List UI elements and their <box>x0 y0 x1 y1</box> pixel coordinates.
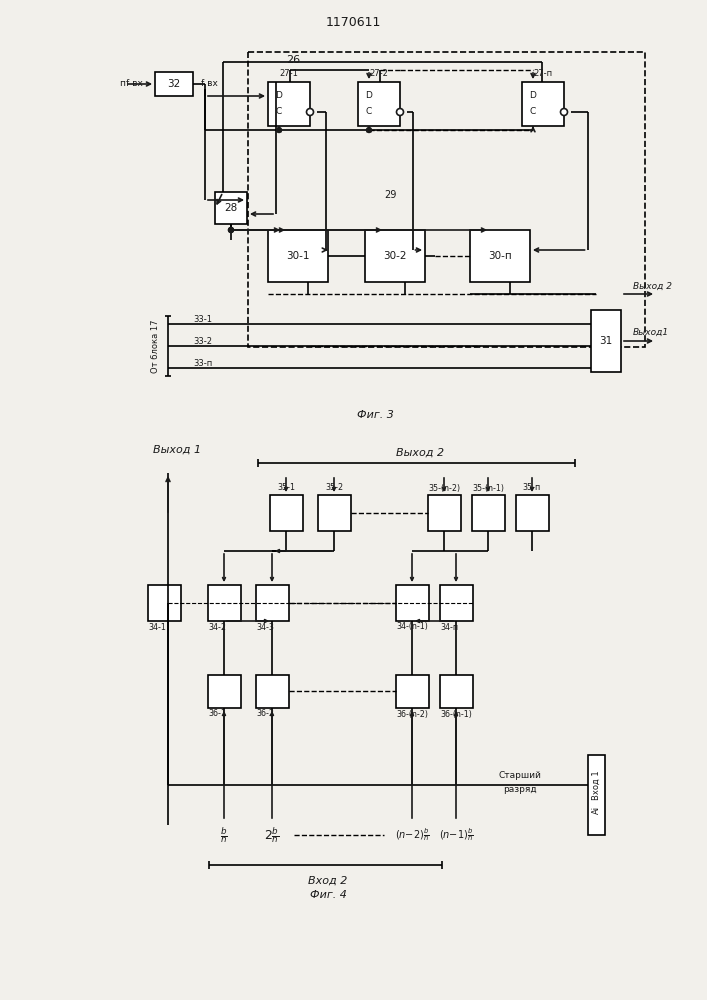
Text: 34-(n-1): 34-(n-1) <box>396 622 428 632</box>
Text: D: D <box>366 92 373 101</box>
Text: 35-1: 35-1 <box>277 484 295 492</box>
Text: C: C <box>276 107 282 116</box>
Bar <box>591 310 621 372</box>
Text: D: D <box>276 92 282 101</box>
Text: 35-2: 35-2 <box>325 484 343 492</box>
Circle shape <box>561 108 568 115</box>
Text: 26: 26 <box>286 55 300 65</box>
Bar <box>256 585 289 621</box>
Text: 34-3: 34-3 <box>256 622 274 632</box>
Text: 31: 31 <box>600 336 613 346</box>
Circle shape <box>397 108 404 115</box>
Bar <box>148 585 181 621</box>
Text: 33-1: 33-1 <box>193 314 212 324</box>
Bar <box>268 230 328 282</box>
Bar <box>472 495 505 531</box>
Text: 27-п: 27-п <box>534 70 553 79</box>
Text: Фиг. 3: Фиг. 3 <box>356 410 393 420</box>
Text: $(n{-}2)\frac{b}{n}$: $(n{-}2)\frac{b}{n}$ <box>395 827 429 843</box>
Text: 30-п: 30-п <box>488 251 512 261</box>
Text: D: D <box>530 92 537 101</box>
Text: 33-п: 33-п <box>193 359 212 367</box>
Text: 1170611: 1170611 <box>325 15 380 28</box>
Text: Фиг. 4: Фиг. 4 <box>310 890 346 900</box>
Bar <box>318 495 351 531</box>
Bar <box>440 675 473 708</box>
Bar <box>516 495 549 531</box>
Text: $(n{-}1)\frac{b}{n}$: $(n{-}1)\frac{b}{n}$ <box>439 827 473 843</box>
Text: Выход 2: Выход 2 <box>633 282 672 290</box>
Text: Аi: Аi <box>592 806 600 814</box>
Bar <box>470 230 530 282</box>
Bar <box>256 675 289 708</box>
Bar <box>588 755 605 835</box>
Text: 33-2: 33-2 <box>193 336 212 346</box>
Text: разряд: разряд <box>503 784 537 794</box>
Text: $\frac{b}{n}$: $\frac{b}{n}$ <box>220 825 228 845</box>
Text: 27-1: 27-1 <box>279 70 298 79</box>
Text: пf вх: пf вх <box>120 80 143 89</box>
Text: C: C <box>366 107 372 116</box>
Bar <box>358 82 400 126</box>
Text: $2\frac{b}{n}$: $2\frac{b}{n}$ <box>264 825 280 845</box>
Text: Вход 2: Вход 2 <box>308 876 348 886</box>
Circle shape <box>228 228 233 232</box>
Text: Выход1: Выход1 <box>633 328 669 336</box>
Bar <box>208 675 241 708</box>
Text: 36-(n-1): 36-(n-1) <box>440 710 472 718</box>
Text: 27-2: 27-2 <box>370 70 388 79</box>
Bar <box>365 230 425 282</box>
Text: Выход 1: Выход 1 <box>153 445 201 455</box>
Text: 35-(n-2): 35-(n-2) <box>428 484 460 492</box>
Text: От блока 17: От блока 17 <box>151 319 160 373</box>
Text: f вх: f вх <box>201 80 218 89</box>
Bar <box>215 192 247 224</box>
Bar <box>208 585 241 621</box>
Bar <box>440 585 473 621</box>
Text: 28: 28 <box>224 203 238 213</box>
Text: Выход 2: Выход 2 <box>396 448 444 458</box>
Text: 36-2: 36-2 <box>256 710 274 718</box>
Bar <box>155 72 193 96</box>
Bar <box>248 52 645 347</box>
Text: Старший: Старший <box>498 770 542 780</box>
Circle shape <box>366 127 371 132</box>
Text: 35-п: 35-п <box>523 484 541 492</box>
Circle shape <box>276 127 281 132</box>
Text: 30-2: 30-2 <box>383 251 407 261</box>
Bar <box>270 495 303 531</box>
Bar <box>522 82 564 126</box>
Text: C: C <box>530 107 536 116</box>
Text: 34-п: 34-п <box>440 622 458 632</box>
Bar <box>428 495 461 531</box>
Text: 36-(n-2): 36-(n-2) <box>396 710 428 718</box>
Bar <box>396 585 429 621</box>
Circle shape <box>307 108 313 115</box>
Bar <box>268 82 310 126</box>
Text: 30-1: 30-1 <box>286 251 310 261</box>
Text: 34-1: 34-1 <box>148 622 166 632</box>
Text: 29: 29 <box>384 190 396 200</box>
Text: 36-1: 36-1 <box>208 710 226 718</box>
Text: 35-(n-1): 35-(n-1) <box>472 484 504 492</box>
Text: 34-2: 34-2 <box>208 622 226 632</box>
Text: Вход 1: Вход 1 <box>592 770 600 800</box>
Circle shape <box>228 228 233 232</box>
Text: 32: 32 <box>168 79 180 89</box>
Bar <box>396 675 429 708</box>
